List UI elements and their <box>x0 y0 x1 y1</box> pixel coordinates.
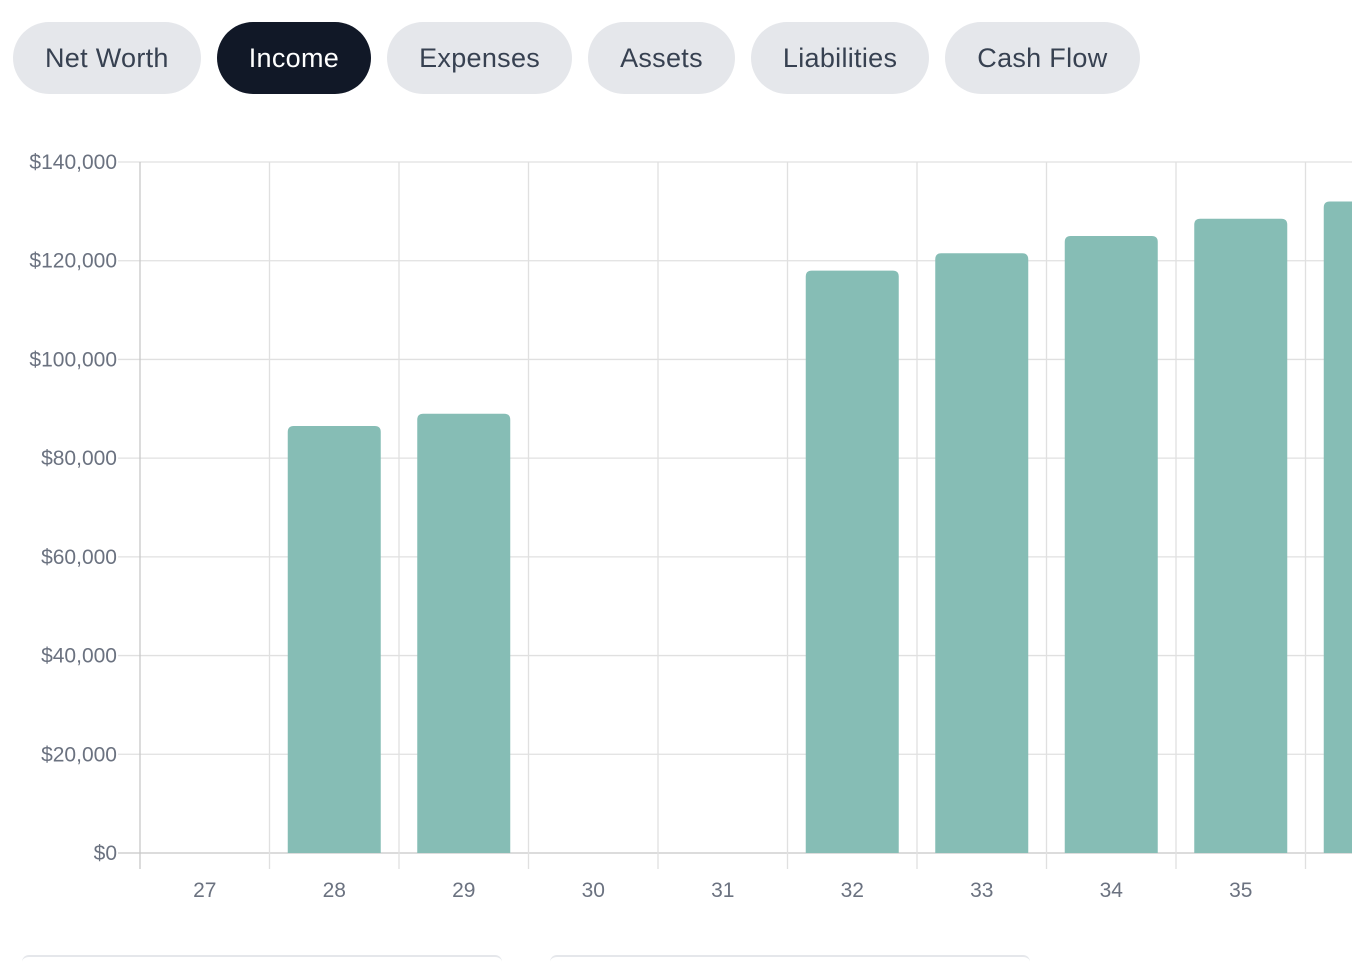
summary-card-top <box>22 955 502 962</box>
x-tick-label: 33 <box>970 879 993 902</box>
x-tick-label: 27 <box>193 879 216 902</box>
y-tick-label: $140,000 <box>29 151 117 174</box>
x-tick-label: 28 <box>323 879 346 902</box>
x-tick-label: 32 <box>841 879 864 902</box>
x-tick-label: 30 <box>582 879 605 902</box>
tab-income[interactable]: Income <box>216 22 372 94</box>
x-tick-label: 31 <box>711 879 734 902</box>
y-tick-label: $0 <box>94 842 117 865</box>
tab-liabilities[interactable]: Liabilities <box>750 22 930 94</box>
income-bar <box>287 426 381 853</box>
y-tick-label: $40,000 <box>41 645 117 668</box>
y-tick-label: $100,000 <box>29 348 117 371</box>
chart-tab-bar: Net Worth Income Expenses Assets Liabili… <box>13 22 1140 94</box>
y-tick-label: $80,000 <box>41 447 117 470</box>
tab-cash-flow[interactable]: Cash Flow <box>945 22 1140 94</box>
income-bar <box>935 253 1029 853</box>
income-bar <box>1194 218 1288 853</box>
income-bar <box>1064 236 1158 854</box>
bottom-cards-edge <box>0 955 1352 960</box>
y-tick-label: $60,000 <box>41 546 117 569</box>
tab-net-worth[interactable]: Net Worth <box>13 22 201 94</box>
y-tick-label: $120,000 <box>29 250 117 273</box>
y-tick-label: $20,000 <box>41 743 117 766</box>
income-bar <box>1323 201 1352 853</box>
summary-card-top <box>550 955 1030 962</box>
income-bar <box>805 270 899 854</box>
tab-assets[interactable]: Assets <box>588 22 735 94</box>
tab-expenses[interactable]: Expenses <box>387 22 573 94</box>
x-tick-label: 34 <box>1100 879 1124 902</box>
x-tick-label: 35 <box>1229 879 1252 902</box>
income-bar <box>417 413 511 853</box>
x-tick-label: 29 <box>452 879 475 902</box>
